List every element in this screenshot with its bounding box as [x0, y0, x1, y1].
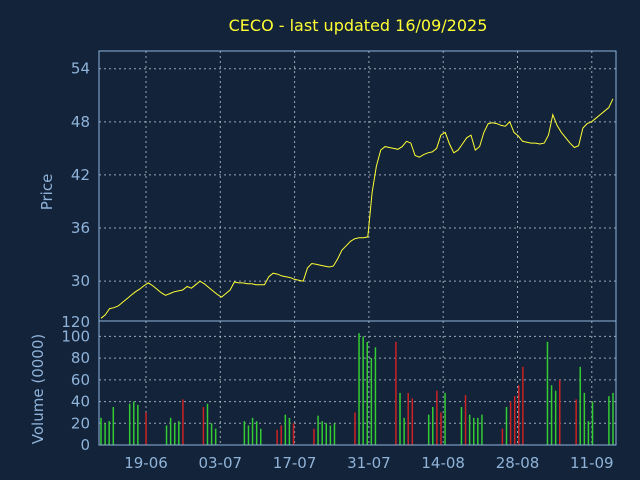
- x-tick-label: 28-08: [496, 454, 540, 472]
- volume-panel-frame: [98, 320, 617, 446]
- volume-y-tick-label: 80: [71, 349, 90, 367]
- price-y-tick-labels: 30 36 42 48 54: [71, 60, 90, 290]
- x-tick-labels: 19-06 03-07 17-07 31-07 14-08 28-08 11-09: [124, 454, 613, 472]
- x-tick-label: 03-07: [199, 454, 243, 472]
- volume-y-tick-label: 20: [71, 414, 90, 432]
- volume-bars: [100, 333, 614, 445]
- x-tick-label: 17-07: [273, 454, 317, 472]
- volume-y-tick-label: 40: [71, 393, 90, 411]
- x-tick-label: 19-06: [124, 454, 168, 472]
- price-line: [100, 98, 614, 319]
- volume-y-tick-label: 0: [80, 436, 90, 454]
- x-tick-label: 14-08: [421, 454, 465, 472]
- volume-y-tick-label: 60: [71, 371, 90, 389]
- volume-y-tick-label: 120: [61, 313, 90, 331]
- volume-y-tick-label: 100: [61, 327, 90, 345]
- price-y-tick-label: 48: [71, 113, 90, 131]
- x-tick-label: 11-09: [570, 454, 614, 472]
- price-y-tick-label: 42: [71, 166, 90, 184]
- price-gridlines: [99, 51, 616, 321]
- price-panel-frame: [98, 50, 617, 322]
- volume-gridlines: [99, 321, 616, 446]
- price-axis-label: Price: [38, 174, 56, 211]
- price-y-tick-label: 54: [71, 60, 90, 78]
- x-tick-label: 31-07: [347, 454, 391, 472]
- price-y-tick-label: 30: [71, 272, 90, 290]
- price-y-tick-label: 36: [71, 219, 90, 237]
- chart-title: CECO - last updated 16/09/2025: [229, 16, 488, 35]
- volume-axis-label: Volume (0000): [29, 334, 47, 444]
